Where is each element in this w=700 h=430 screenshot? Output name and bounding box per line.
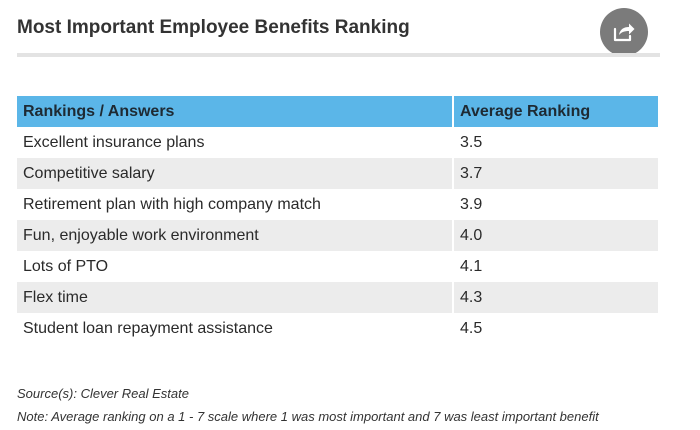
title-divider xyxy=(17,53,660,57)
answer-cell: Lots of PTO xyxy=(23,257,109,275)
answer-cell: Excellent insurance plans xyxy=(23,133,205,151)
answer-cell: Student loan repayment assistance xyxy=(23,319,273,337)
column-header-answers: Rankings / Answers xyxy=(17,96,453,127)
average-ranking-cell: 4.1 xyxy=(452,251,658,282)
table-body: Excellent insurance plans 3.5 Competitive … xyxy=(17,127,658,344)
table-row: Lots of PTO 4.1 xyxy=(17,251,658,282)
table-row: Excellent insurance plans 3.5 xyxy=(17,127,658,158)
source-note: Source(s): Clever Real Estate xyxy=(17,386,189,401)
average-ranking-cell: 3.5 xyxy=(452,127,658,158)
table-row: Fun, enjoyable work environment 4.0 xyxy=(17,220,658,251)
average-ranking-cell: 4.5 xyxy=(452,313,658,344)
table-row: Competitive salary 3.7 xyxy=(17,158,658,189)
table-row: Student loan repayment assistance 4.5 xyxy=(17,313,658,344)
answer-cell: Flex time xyxy=(17,282,453,313)
footnote: Note: Average ranking on a 1 - 7 scale w… xyxy=(17,409,599,424)
answer-cell: Competitive salary xyxy=(17,158,453,189)
table-row: Flex time 4.3 xyxy=(17,282,658,313)
page-title: Most Important Employee Benefits Ranking xyxy=(17,17,410,38)
benefits-table: Rankings / Answers Average Ranking Excel… xyxy=(17,96,658,344)
average-ranking-cell: 4.3 xyxy=(452,282,658,313)
table-header-row: Rankings / Answers Average Ranking xyxy=(17,96,658,127)
share-button[interactable] xyxy=(600,8,648,56)
average-ranking-cell: 3.9 xyxy=(452,189,658,220)
table-row: Retirement plan with high company match 3… xyxy=(17,189,658,220)
average-ranking-cell: 4.0 xyxy=(452,220,658,251)
average-ranking-cell: 3.7 xyxy=(452,158,658,189)
share-arrow-icon xyxy=(613,23,635,42)
answer-cell: Fun, enjoyable work environment xyxy=(17,220,453,251)
answer-cell: Retirement plan with high company match xyxy=(23,195,321,213)
column-header-average-ranking: Average Ranking xyxy=(452,96,658,127)
